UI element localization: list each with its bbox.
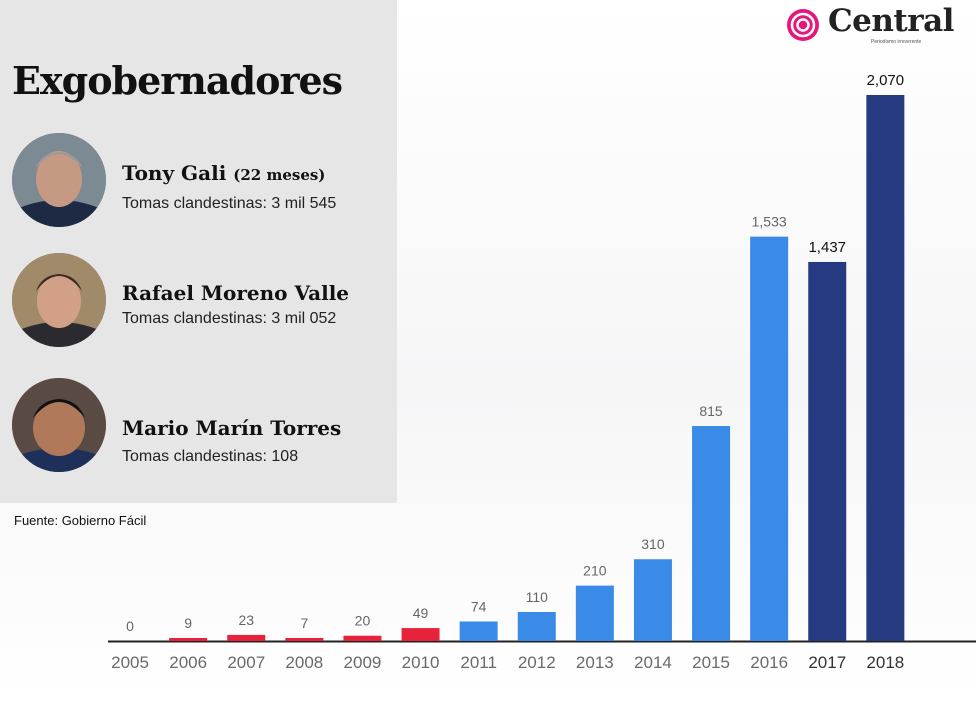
x-tick-label-2014: 2014	[634, 653, 672, 672]
source-note: Fuente: Gobierno Fácil	[14, 513, 147, 528]
bar-2011	[459, 621, 498, 641]
person-name: Tony Gali (22 meses)	[122, 161, 325, 185]
x-tick-label-2008: 2008	[285, 653, 323, 672]
bar-2015	[692, 426, 731, 641]
data-label-2007: 23	[238, 612, 254, 628]
person-stat: Tomas clandestinas: 3 mil 545	[122, 195, 337, 212]
data-label-2018: 2,070	[867, 72, 905, 89]
bar-2010	[401, 628, 440, 641]
data-label-2013: 210	[583, 563, 607, 579]
central-logo-icon	[787, 9, 819, 41]
data-label-2016: 1,533	[752, 214, 787, 230]
person-name: Mario Marín Torres	[122, 416, 341, 440]
person-name: Rafael Moreno Valle	[122, 281, 349, 305]
x-tick-label-2010: 2010	[402, 653, 440, 672]
panel-title: Exgobernadores	[12, 58, 343, 103]
x-tick-label-2016: 2016	[750, 653, 788, 672]
bar-2009	[343, 635, 382, 641]
central-logo: Central Periodismo irreverente	[786, 3, 966, 50]
x-tick-label-2005: 2005	[111, 653, 149, 672]
portrait-icon	[12, 133, 106, 227]
person-name-text: Mario Marín Torres	[122, 416, 342, 440]
person-tenure: (22 meses)	[233, 166, 326, 184]
x-tick-label-2011: 2011	[460, 653, 497, 672]
x-tick-label-2018: 2018	[866, 653, 904, 672]
bar-2017	[808, 261, 847, 641]
logo-text: Central	[828, 3, 954, 39]
person-stat: Tomas clandestinas: 108	[122, 448, 299, 465]
person-name-text: Rafael Moreno Valle	[122, 281, 350, 305]
bar-2014	[633, 559, 672, 641]
data-label-2005: 0	[126, 618, 134, 634]
x-tick-label-2007: 2007	[227, 653, 265, 672]
logo-tagline: Periodismo irreverente	[871, 39, 922, 45]
x-tick-label-2017: 2017	[808, 653, 846, 672]
governors-panel: Exgobernadores Tony Gali (22 meses) Toma…	[0, 0, 397, 503]
data-label-2010: 49	[413, 605, 429, 621]
data-label-2006: 9	[184, 615, 192, 631]
bar-2006	[169, 638, 208, 641]
data-label-2017: 1,437	[808, 239, 846, 256]
person-name-text: Tony Gali	[122, 161, 227, 185]
x-tick-label-2006: 2006	[169, 653, 207, 672]
data-label-2009: 20	[355, 613, 371, 629]
person-stat: Tomas clandestinas: 3 mil 052	[122, 310, 337, 327]
data-label-2015: 815	[699, 403, 723, 419]
x-tick-label-2009: 2009	[344, 653, 382, 672]
data-label-2012: 110	[526, 589, 549, 605]
person-card-rafael-moreno-valle: Rafael Moreno Valle Tomas clandestinas: …	[12, 253, 392, 349]
portrait-icon	[12, 253, 106, 347]
bar-2016	[750, 236, 789, 641]
bar-2008	[285, 638, 324, 641]
bar-2012	[517, 611, 556, 641]
data-label-2011: 74	[471, 598, 487, 614]
person-card-tony-gali: Tony Gali (22 meses) Tomas clandestinas:…	[12, 133, 392, 229]
data-label-2008: 7	[300, 615, 308, 631]
bar-2018	[866, 95, 905, 641]
x-tick-label-2012: 2012	[518, 653, 556, 672]
data-label-2014: 310	[641, 536, 665, 552]
x-tick-label-2015: 2015	[692, 653, 730, 672]
x-tick-label-2013: 2013	[576, 653, 614, 672]
portrait-icon	[12, 378, 106, 472]
person-card-mario-marin-torres: Mario Marín Torres Tomas clandestinas: 1…	[12, 378, 392, 474]
bar-2013	[575, 585, 614, 641]
bar-2007	[227, 634, 266, 641]
